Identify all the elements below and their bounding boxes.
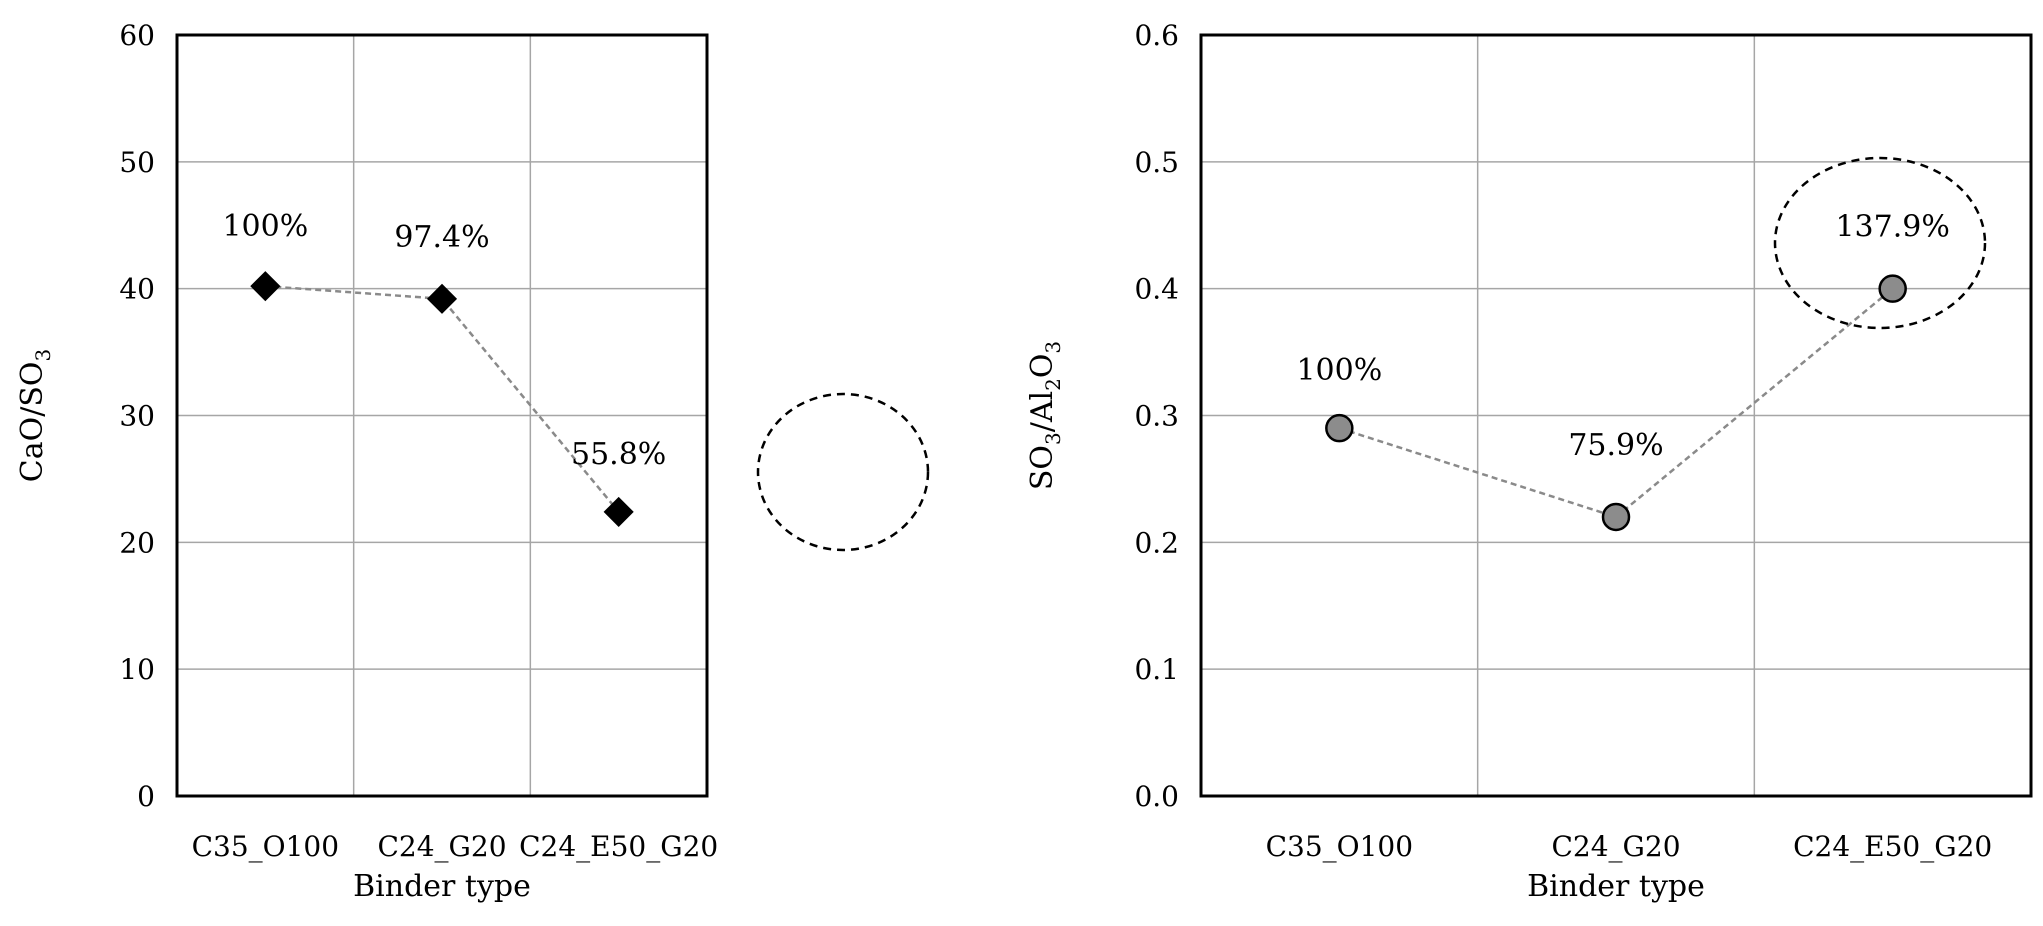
chart-cao-so3: 0 10 20 30 40 50 60 C35_O100 C24_G20 C24_E50_G20 B… — [15, 19, 930, 904]
x-tick-label: C24_E50_G20 — [519, 830, 718, 863]
y-tick-label: 0.6 — [1134, 19, 1179, 52]
x-tick-label: C24_E50_G20 — [1793, 830, 1992, 863]
y-tick-label: 40 — [119, 273, 155, 306]
y-tick-label: 20 — [119, 526, 155, 559]
data-point — [426, 283, 458, 314]
plot-area-border — [175, 33, 709, 798]
y-tick-label: 0.1 — [1134, 653, 1179, 686]
x-tick-label: C35_O100 — [1266, 830, 1413, 863]
series-line — [265, 284, 620, 513]
data-label: 97.4% — [394, 220, 489, 255]
data-point — [250, 271, 281, 302]
y-tick-label: 0 — [137, 780, 155, 813]
y-tick-label: 0.0 — [1134, 780, 1179, 813]
x-tick-label: C24_G20 — [377, 830, 506, 863]
highlight-ellipse — [1773, 156, 1987, 330]
plot-area-border — [1199, 33, 2033, 798]
data-point — [1601, 502, 1631, 532]
x-axis-title: Binder type — [1527, 869, 1705, 904]
y-tick-label: 60 — [119, 19, 155, 52]
data-label: 100% — [1296, 353, 1382, 388]
y-tick-label: 0.5 — [1134, 146, 1179, 179]
y-tick-label: 0.2 — [1134, 526, 1179, 559]
data-point — [1878, 274, 1907, 303]
data-point — [603, 496, 634, 527]
x-tick-label: C35_O100 — [192, 830, 339, 863]
data-point — [1325, 413, 1354, 443]
y-tick-label: 50 — [119, 146, 155, 179]
y-tick-label: 10 — [119, 653, 155, 686]
data-label: 75.9% — [1568, 428, 1663, 463]
data-label: 100% — [222, 209, 308, 244]
y-tick-label: 0.4 — [1134, 273, 1179, 306]
data-label: 137.9% — [1835, 210, 1949, 245]
y-axis-title: SO3/Al2O3 — [1025, 341, 1065, 490]
highlight-ellipse — [756, 392, 930, 552]
chart-so3-al2o3: 0.0 0.1 0.2 0.3 0.4 0.5 0.6 C35_O100 C24_G20 C24_… — [1025, 19, 2033, 904]
y-axis-title: CaO/SO3 — [15, 349, 55, 482]
series-line — [1338, 287, 1894, 519]
y-tick-label: 30 — [119, 400, 155, 433]
y-tick-label: 0.3 — [1134, 400, 1179, 433]
data-label: 55.8% — [571, 437, 666, 472]
x-axis-title: Binder type — [353, 869, 531, 904]
x-tick-label: C24_G20 — [1551, 830, 1680, 863]
